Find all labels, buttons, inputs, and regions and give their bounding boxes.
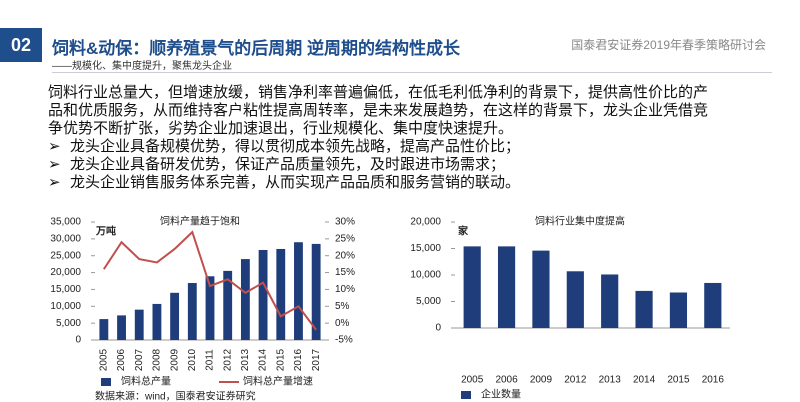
y2-tick-label: 10%	[335, 284, 355, 295]
y-tick-label: 25,000	[50, 250, 81, 261]
y-tick-label: 10,000	[410, 270, 441, 281]
x-tick-label: 2016	[702, 375, 725, 386]
x-tick-label: 2012	[564, 375, 587, 386]
y-tick-label: 15,000	[410, 243, 441, 254]
bar	[99, 319, 109, 340]
legend-label: 饲料总产量增速	[243, 375, 313, 388]
x-tick-label: 2015	[667, 375, 690, 386]
y-tick-label: 0	[435, 323, 441, 334]
bullet-marker: ➢	[48, 174, 61, 191]
bar	[294, 242, 303, 340]
y-tick-label: 5,000	[56, 318, 81, 329]
bullet: ➢ 龙头企业具备规模优势，得以贯彻成本领先战略，提高产品性价比；	[48, 138, 520, 156]
y2-tick-label: 0%	[335, 318, 350, 329]
badge: 02	[0, 28, 42, 62]
x-tick-label: 2016	[293, 348, 304, 371]
x-tick-label: 2006	[116, 348, 127, 371]
x-tick-label: 2005	[98, 348, 109, 371]
x-tick-label: 2011	[205, 349, 216, 371]
x-tick-label: 2012	[222, 348, 233, 371]
x-tick-label: 2006	[495, 375, 518, 386]
bar	[276, 248, 286, 340]
chart-title: 饲料行业集中度提高	[535, 215, 625, 228]
bullet-marker: ➢	[48, 138, 61, 155]
y-unit: 家	[458, 225, 469, 238]
y2-tick-label: 5%	[335, 301, 350, 312]
bullet: ➢ 龙头企业销售服务体系完善，从而实现产品品质和服务营销的联动。	[48, 174, 520, 192]
bar	[669, 292, 688, 328]
x-tick-label: 2005	[461, 375, 484, 386]
bar	[635, 290, 653, 328]
bullet-marker: ➢	[48, 156, 61, 173]
bar	[117, 315, 126, 340]
y-tick-label: 20,000	[410, 217, 441, 228]
bar	[311, 243, 321, 340]
bar	[134, 309, 144, 340]
y2-tick-label: 15%	[335, 267, 355, 278]
x-tick-label: 2009	[169, 348, 180, 371]
slide-title: 饲料&动保：顺养殖景气的后周期 逆周期的结构性成长	[52, 39, 460, 58]
x-tick-label: 2007	[134, 348, 145, 371]
bullet-text: 龙头企业销售服务体系完善，从而实现产品品质和服务营销的联动。	[70, 174, 521, 191]
x-tick-label: 2008	[152, 348, 163, 371]
bar	[205, 276, 215, 340]
bar	[223, 270, 233, 340]
legend-swatch	[461, 391, 471, 399]
paragraph: 饲料行业总量大，但增速放缓，销售净利率普遍偏低，在低毛利低净利的背景下，提供高性…	[48, 84, 709, 137]
y-tick-label: 30,000	[50, 233, 81, 244]
x-tick-label: 2017	[311, 348, 322, 371]
subtitle: ——规模化、集中度提升，聚焦龙头企业	[52, 61, 232, 72]
y2-tick-label: 20%	[335, 250, 355, 261]
bullet: ➢ 龙头企业具备研发优势，保证产品质量领先，及时跟进市场需求；	[48, 156, 520, 174]
divider	[52, 72, 772, 73]
y2-tick-label: -5%	[335, 335, 353, 346]
bar	[601, 274, 619, 328]
bullet-text: 龙头企业具备研发优势，保证产品质量领先，及时跟进市场需求；	[70, 156, 506, 173]
y-tick-label: 0	[75, 335, 81, 346]
bar	[258, 249, 268, 340]
bar	[497, 246, 516, 328]
y-tick-label: 35,000	[50, 217, 81, 228]
x-tick-label: 2014	[633, 375, 656, 386]
line	[103, 230, 317, 331]
bar	[566, 271, 584, 328]
bullet-text: 龙头企业具备规模优势，得以贯彻成本领先战略，提高产品性价比；	[70, 138, 521, 155]
y-tick-label: 5,000	[416, 296, 441, 307]
bar	[170, 292, 180, 340]
source: 数据来源：wind，国泰君安证券研究	[95, 390, 256, 402]
chart-title: 饲料产量趋于饱和	[160, 215, 240, 228]
legend-swatch	[101, 378, 111, 386]
organization: 国泰君安证券2019年春季策略研讨会	[571, 38, 766, 52]
bar	[187, 283, 197, 340]
x-tick-label: 2013	[599, 375, 622, 386]
x-tick-label: 2015	[275, 348, 286, 371]
bar	[463, 246, 481, 328]
x-tick-label: 2009	[530, 375, 553, 386]
legend-label: 饲料总产量	[121, 375, 171, 388]
y2-tick-label: 25%	[335, 233, 355, 244]
x-tick-label: 2014	[258, 348, 269, 371]
y-unit: 万吨	[95, 225, 116, 238]
y2-tick-label: 30%	[335, 217, 355, 228]
x-tick-label: 2010	[187, 348, 198, 371]
x-tick-label: 2013	[240, 348, 251, 371]
y-tick-label: 20,000	[50, 267, 81, 278]
bar	[240, 259, 250, 340]
bullet-list: ➢ 龙头企业具备规模优势，得以贯彻成本领先战略，提高产品性价比； ➢ 龙头企业具备研发…	[48, 138, 520, 192]
bar	[704, 282, 722, 328]
y-tick-label: 10,000	[50, 301, 81, 312]
legend-label: 企业数量	[481, 388, 521, 401]
bar	[152, 303, 162, 340]
bar	[532, 250, 550, 328]
y-tick-label: 15,000	[50, 284, 81, 295]
